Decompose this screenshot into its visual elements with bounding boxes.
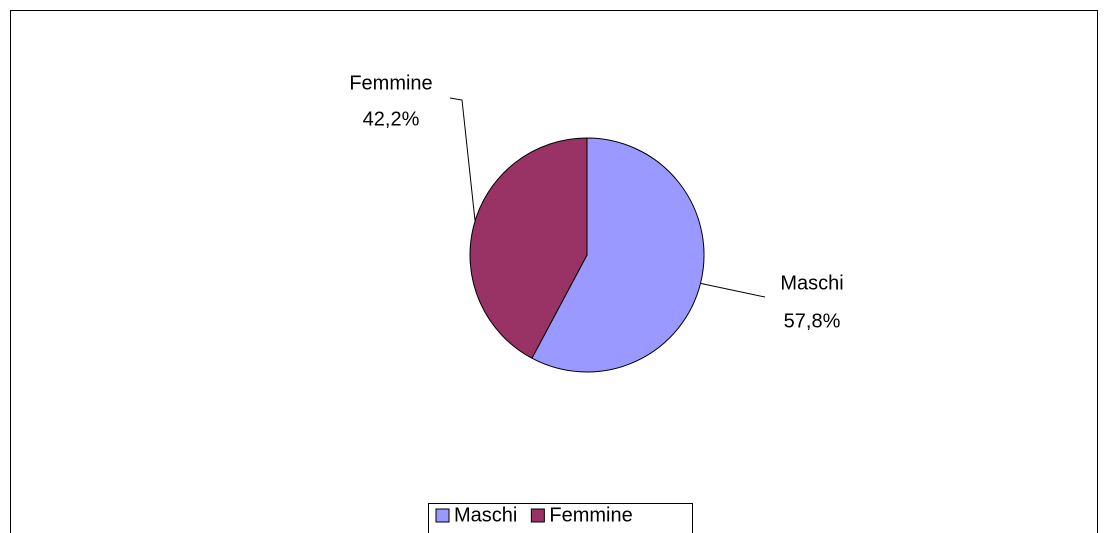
leader-line xyxy=(449,97,476,222)
data-label-value: 42,2% xyxy=(363,108,420,130)
legend-box xyxy=(428,503,693,533)
legend-swatch xyxy=(530,508,545,523)
pie-slice xyxy=(469,137,588,359)
legend-label: Maschi xyxy=(454,504,517,526)
data-label-name: Maschi xyxy=(780,272,843,294)
legend-swatch xyxy=(435,508,450,523)
data-label-value: 57,8% xyxy=(784,310,841,332)
legend-label: Femmine xyxy=(549,504,632,526)
chart-frame xyxy=(10,10,1098,533)
leader-line xyxy=(700,282,766,298)
data-label-name: Femmine xyxy=(349,72,432,94)
